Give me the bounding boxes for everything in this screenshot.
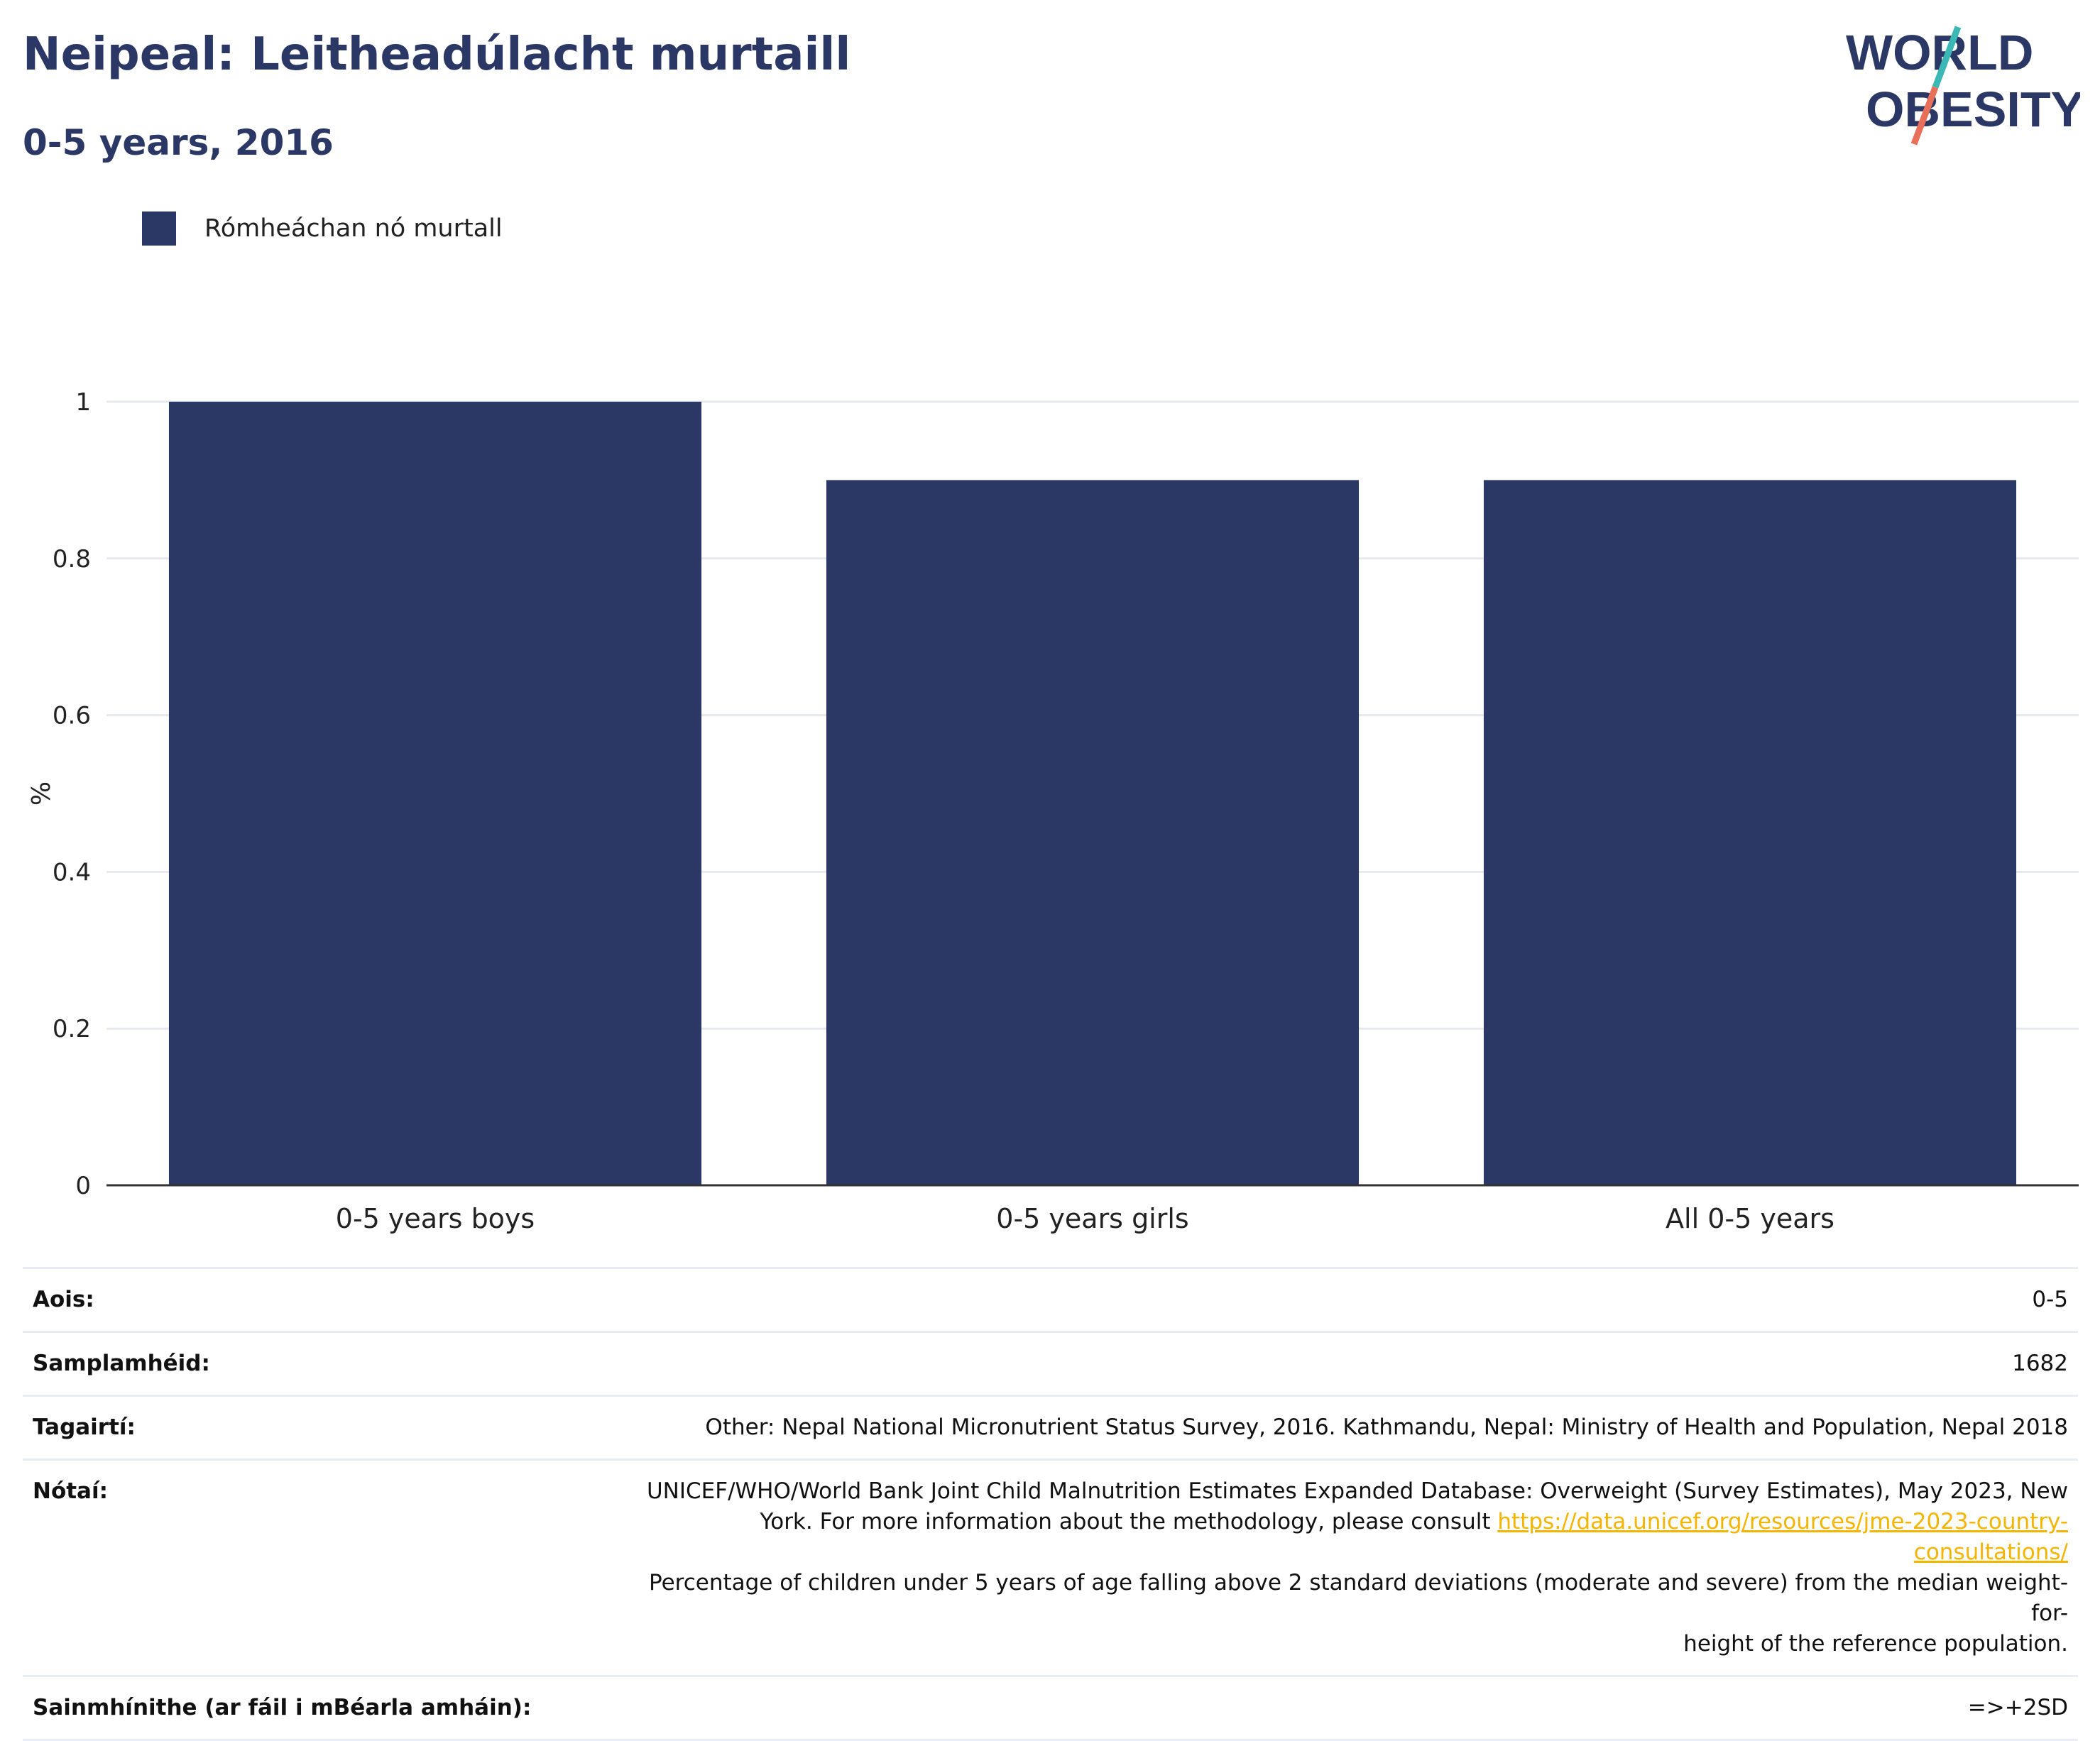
legend[interactable]: Rómheáchan nó murtall bbox=[142, 212, 503, 246]
notes-line-4: height of the reference population. bbox=[1683, 1631, 2068, 1657]
chart-subtitle: 0-5 years, 2016 bbox=[23, 122, 334, 163]
sample-label: Samplamhéid: bbox=[23, 1331, 611, 1396]
legend-label: Rómheáchan nó murtall bbox=[204, 214, 503, 243]
bar-chart: 0 0.2 0.4 0.6 0.8 1 0-5 years boys 0-5 years gi… bbox=[27, 388, 2079, 1234]
definitions-value: =>+2SD bbox=[611, 1675, 2078, 1741]
legend-swatch bbox=[142, 212, 176, 246]
bar bbox=[168, 402, 702, 1185]
age-label: Aois: bbox=[23, 1267, 611, 1332]
references-value: Other: Nepal National Micronutrient Stat… bbox=[611, 1395, 2078, 1460]
y-tick-label: 0.4 bbox=[53, 858, 91, 886]
notes-link[interactable]: https://data.unicef.org/resources/jme-20… bbox=[1497, 1509, 2068, 1565]
logo-slash-bottom bbox=[1910, 86, 1939, 145]
definitions-label: Sainmhínithe (ar fáil i mBéarla amháin): bbox=[23, 1675, 611, 1741]
info-row-references: Tagairtí: Other: Nepal National Micronut… bbox=[23, 1395, 2078, 1460]
y-tick-label: 0 bbox=[75, 1172, 91, 1200]
y-tick-label: 0.2 bbox=[53, 1015, 91, 1043]
y-tick-label: 0.8 bbox=[53, 545, 91, 573]
notes-value: UNICEF/WHO/World Bank Joint Child Malnut… bbox=[611, 1459, 2078, 1676]
bar bbox=[826, 480, 1360, 1185]
notes-line-2: York. For more information about the met… bbox=[760, 1509, 1498, 1534]
info-row-age: Aois: 0-5 bbox=[23, 1267, 2078, 1332]
x-tick-label: 0-5 years girls bbox=[996, 1203, 1188, 1234]
notes-line-3: Percentage of children under 5 years of … bbox=[648, 1570, 2068, 1626]
y-tick-label: 0.6 bbox=[53, 702, 91, 730]
info-row-sample: Samplamhéid: 1682 bbox=[23, 1331, 2078, 1396]
chart-title: Neipeal: Leitheadúlacht murtaill bbox=[23, 28, 851, 81]
notes-label: Nótaí: bbox=[23, 1459, 611, 1676]
references-label: Tagairtí: bbox=[23, 1395, 611, 1460]
world-obesity-logo: WORLD OBESITY bbox=[1846, 25, 2080, 145]
info-row-definitions: Sainmhínithe (ar fáil i mBéarla amháin):… bbox=[23, 1675, 2078, 1741]
x-tick-label: 0-5 years boys bbox=[336, 1203, 535, 1234]
bar bbox=[1483, 480, 2017, 1185]
logo-word-obesity: OBESITY bbox=[1866, 82, 2080, 137]
logo-slash-top bbox=[1932, 26, 1962, 89]
y-axis-label: % bbox=[27, 781, 56, 806]
info-row-notes: Nótaí: UNICEF/WHO/World Bank Joint Child… bbox=[23, 1459, 2078, 1676]
y-tick-label: 1 bbox=[75, 388, 91, 417]
notes-line-1: UNICEF/WHO/World Bank Joint Child Malnut… bbox=[646, 1478, 2068, 1504]
sample-value: 1682 bbox=[611, 1331, 2078, 1396]
info-table: Aois: 0-5 Samplamhéid: 1682 Tagairtí: Ot… bbox=[23, 1267, 2078, 1741]
age-value: 0-5 bbox=[611, 1267, 2078, 1332]
x-tick-label: All 0-5 years bbox=[1666, 1203, 1834, 1234]
